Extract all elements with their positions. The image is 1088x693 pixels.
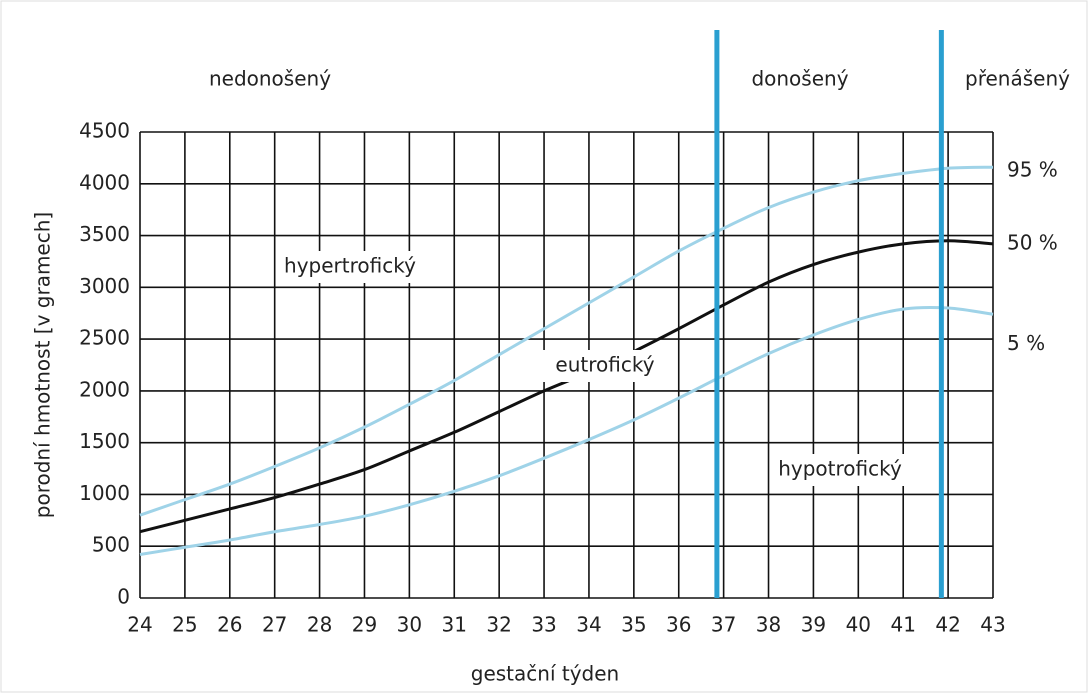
series-label: 50 %	[1007, 230, 1058, 254]
y-tick-label: 1000	[79, 481, 130, 505]
period-label: nedonošený	[209, 67, 331, 91]
y-axis-label: porodní hmotnost [v gramech]	[31, 212, 55, 518]
series-line	[139, 305, 994, 556]
region-label-bg	[774, 454, 906, 486]
region-label: hypotrofický	[778, 457, 902, 481]
y-tick-label: 3500	[79, 222, 130, 246]
x-tick-label: 36	[666, 613, 691, 637]
x-tick-label: 34	[576, 613, 601, 637]
x-tick-label: 26	[217, 613, 242, 637]
series-line	[139, 165, 994, 517]
period-label: přenášený	[965, 67, 1070, 91]
y-tick-label: 500	[92, 533, 130, 557]
x-tick-label: 40	[846, 613, 871, 637]
x-tick-label: 42	[935, 613, 960, 637]
y-tick-label: 4500	[79, 119, 130, 143]
x-tick-label: 24	[127, 613, 152, 637]
region-label: hypertrofický	[284, 254, 416, 278]
x-tick-label: 30	[397, 613, 422, 637]
x-tick-label: 41	[890, 613, 915, 637]
x-tick-label: 38	[756, 613, 781, 637]
y-tick-label: 2500	[79, 326, 130, 350]
region-label-bg	[284, 251, 416, 283]
x-tick-label: 39	[801, 613, 826, 637]
x-axis-label: gestační týden	[471, 662, 619, 686]
x-tick-label: 28	[307, 613, 332, 637]
y-tick-label: 3000	[79, 274, 130, 298]
y-tick-label: 4000	[79, 170, 130, 194]
y-tick-label: 2000	[79, 377, 130, 401]
series-label: 95 %	[1007, 158, 1058, 182]
x-tick-label: 43	[980, 613, 1005, 637]
period-label: donošený	[751, 67, 848, 91]
x-tick-label: 31	[442, 613, 467, 637]
x-tick-label: 33	[531, 613, 556, 637]
y-tick-label: 1500	[79, 429, 130, 453]
region-label: eutrofický	[555, 353, 654, 377]
series-label: 5 %	[1007, 331, 1045, 355]
x-tick-label: 25	[172, 613, 197, 637]
region-label-bg	[539, 350, 671, 382]
x-tick-label: 29	[352, 613, 377, 637]
x-tick-label: 37	[711, 613, 736, 637]
y-tick-label: 0	[117, 585, 130, 609]
x-tick-label: 27	[262, 613, 287, 637]
x-tick-label: 35	[621, 613, 646, 637]
x-tick-label: 32	[486, 613, 511, 637]
